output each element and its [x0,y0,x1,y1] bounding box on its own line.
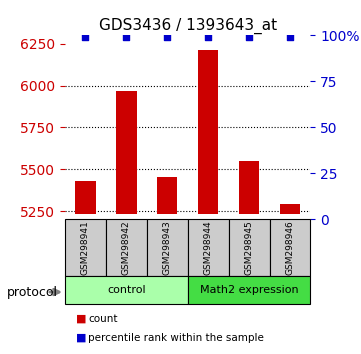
Bar [198,51,218,215]
Point [123,34,129,40]
Text: Math2 expression: Math2 expression [200,285,299,295]
Point [246,34,252,40]
Bar [157,177,178,215]
FancyBboxPatch shape [188,276,310,304]
FancyBboxPatch shape [106,219,147,276]
Text: count: count [88,314,118,324]
Bar [75,181,96,215]
FancyBboxPatch shape [229,219,270,276]
Text: ■: ■ [76,333,86,343]
FancyBboxPatch shape [188,219,229,276]
Text: GSM298941: GSM298941 [81,221,90,275]
Text: GSM298943: GSM298943 [163,221,172,275]
FancyBboxPatch shape [147,219,188,276]
Text: GSM298942: GSM298942 [122,221,131,275]
FancyBboxPatch shape [65,219,106,276]
FancyBboxPatch shape [65,276,188,304]
Bar [280,204,300,215]
Point [164,34,170,40]
Bar [116,91,136,215]
FancyBboxPatch shape [270,219,310,276]
Bar [239,161,259,215]
Point [83,34,88,40]
Text: GSM298946: GSM298946 [286,221,295,275]
Text: GSM298944: GSM298944 [204,221,213,275]
Text: control: control [107,285,145,295]
Point [205,34,211,40]
Point [287,34,293,40]
Text: GDS3436 / 1393643_at: GDS3436 / 1393643_at [99,18,277,34]
Text: ■: ■ [76,314,86,324]
Text: percentile rank within the sample: percentile rank within the sample [88,333,264,343]
Text: GSM298945: GSM298945 [245,221,253,275]
Text: protocol: protocol [7,286,58,298]
